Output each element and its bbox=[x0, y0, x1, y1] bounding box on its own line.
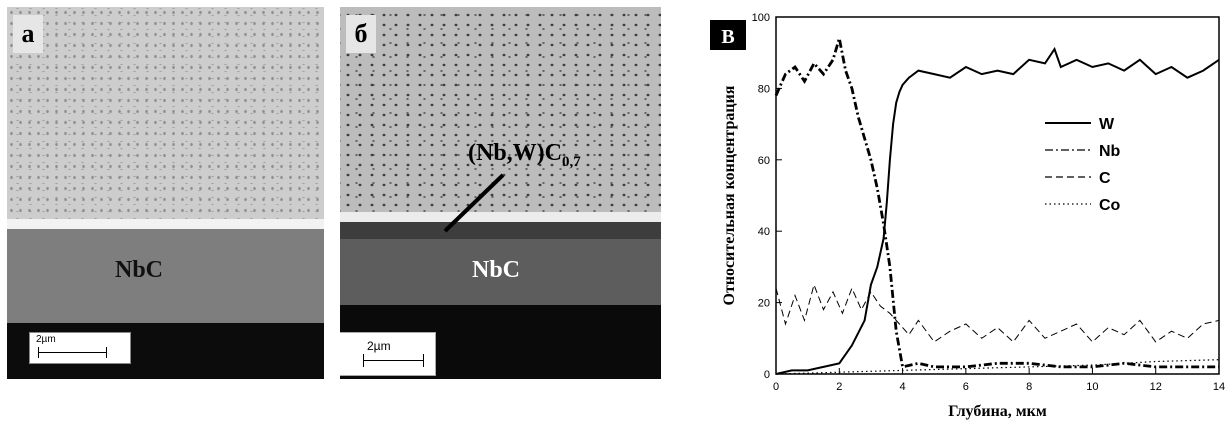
micrograph-panel-a: а NbC 2µm bbox=[7, 7, 324, 379]
annotation-pointer-line bbox=[443, 173, 505, 233]
y-tick-label: 20 bbox=[758, 298, 770, 310]
x-tick-label: 14 bbox=[1213, 381, 1225, 393]
x-tick-label: 6 bbox=[963, 381, 969, 393]
interface-bright-band bbox=[7, 219, 324, 231]
y-tick-label: 40 bbox=[758, 226, 770, 238]
x-axis-title: Глубина, мкм bbox=[948, 403, 1047, 420]
scale-bar-line bbox=[363, 360, 423, 361]
panel-letter-box bbox=[710, 20, 746, 50]
scale-bar-tick-right bbox=[423, 354, 424, 367]
x-tick-label: 2 bbox=[836, 381, 842, 393]
wc-co-substrate-region bbox=[7, 7, 324, 225]
scale-bar: 2µm bbox=[29, 332, 131, 364]
legend-label-nb: Nb bbox=[1099, 143, 1121, 160]
scale-bar: 2µm bbox=[340, 332, 436, 376]
x-tick-label: 10 bbox=[1086, 381, 1098, 393]
interface-bright-band bbox=[340, 212, 661, 224]
annotation-formula: (Nb,W)C bbox=[468, 140, 562, 166]
nbc-layer bbox=[340, 239, 661, 307]
x-tick-label: 8 bbox=[1026, 381, 1032, 393]
plot-frame bbox=[775, 16, 1220, 375]
scale-bar-label: 2µm bbox=[36, 334, 56, 345]
scale-bar-label: 2µm bbox=[367, 339, 391, 353]
annotation-subscript: 0,7 bbox=[562, 153, 581, 170]
panel-letter-c: В bbox=[721, 26, 734, 48]
nbc-layer bbox=[7, 229, 324, 325]
y-tick-label: 60 bbox=[758, 155, 770, 167]
y-axis-title: Относительная концентрация bbox=[721, 85, 738, 305]
series-line-nb bbox=[774, 38, 1219, 369]
x-tick-label: 4 bbox=[900, 381, 906, 393]
panel-letter-a: а bbox=[13, 15, 43, 53]
y-tick-label: 0 bbox=[764, 369, 770, 381]
legend-label-c: C bbox=[1099, 170, 1111, 187]
concentration-profile-chart: 0 2 4 6 8 10 12 14 0 20 40 60 80 100 Глубина, мкм Относ… bbox=[710, 12, 1225, 420]
scale-bar-line bbox=[38, 352, 106, 353]
x-tick-label: 0 bbox=[773, 381, 779, 393]
phase-label-nbc: NbC bbox=[115, 257, 164, 283]
micrograph-panel-b: б NbC (Nb,W)C0,7 2µm bbox=[340, 7, 661, 379]
legend-label-w: W bbox=[1099, 116, 1115, 133]
series-line-c bbox=[775, 283, 1220, 343]
annotation-nbw-c: (Nb,W)C0,7 bbox=[468, 140, 581, 171]
nbc-w-c-interlayer bbox=[340, 222, 661, 240]
wc-co-substrate-region bbox=[340, 7, 661, 222]
legend-label-co: Co bbox=[1099, 197, 1121, 214]
phase-label-nbc: NbC bbox=[472, 257, 521, 283]
x-tick-label: 12 bbox=[1150, 381, 1162, 393]
scale-bar-tick-left bbox=[38, 347, 39, 358]
series-line-w bbox=[775, 46, 1220, 375]
panel-letter-b: б bbox=[346, 15, 376, 53]
y-tick-label: 100 bbox=[752, 12, 770, 24]
y-tick-label: 80 bbox=[758, 83, 770, 95]
series-line-co bbox=[775, 359, 1220, 375]
scale-bar-tick-left bbox=[363, 354, 364, 367]
scale-bar-tick-right bbox=[106, 347, 107, 358]
